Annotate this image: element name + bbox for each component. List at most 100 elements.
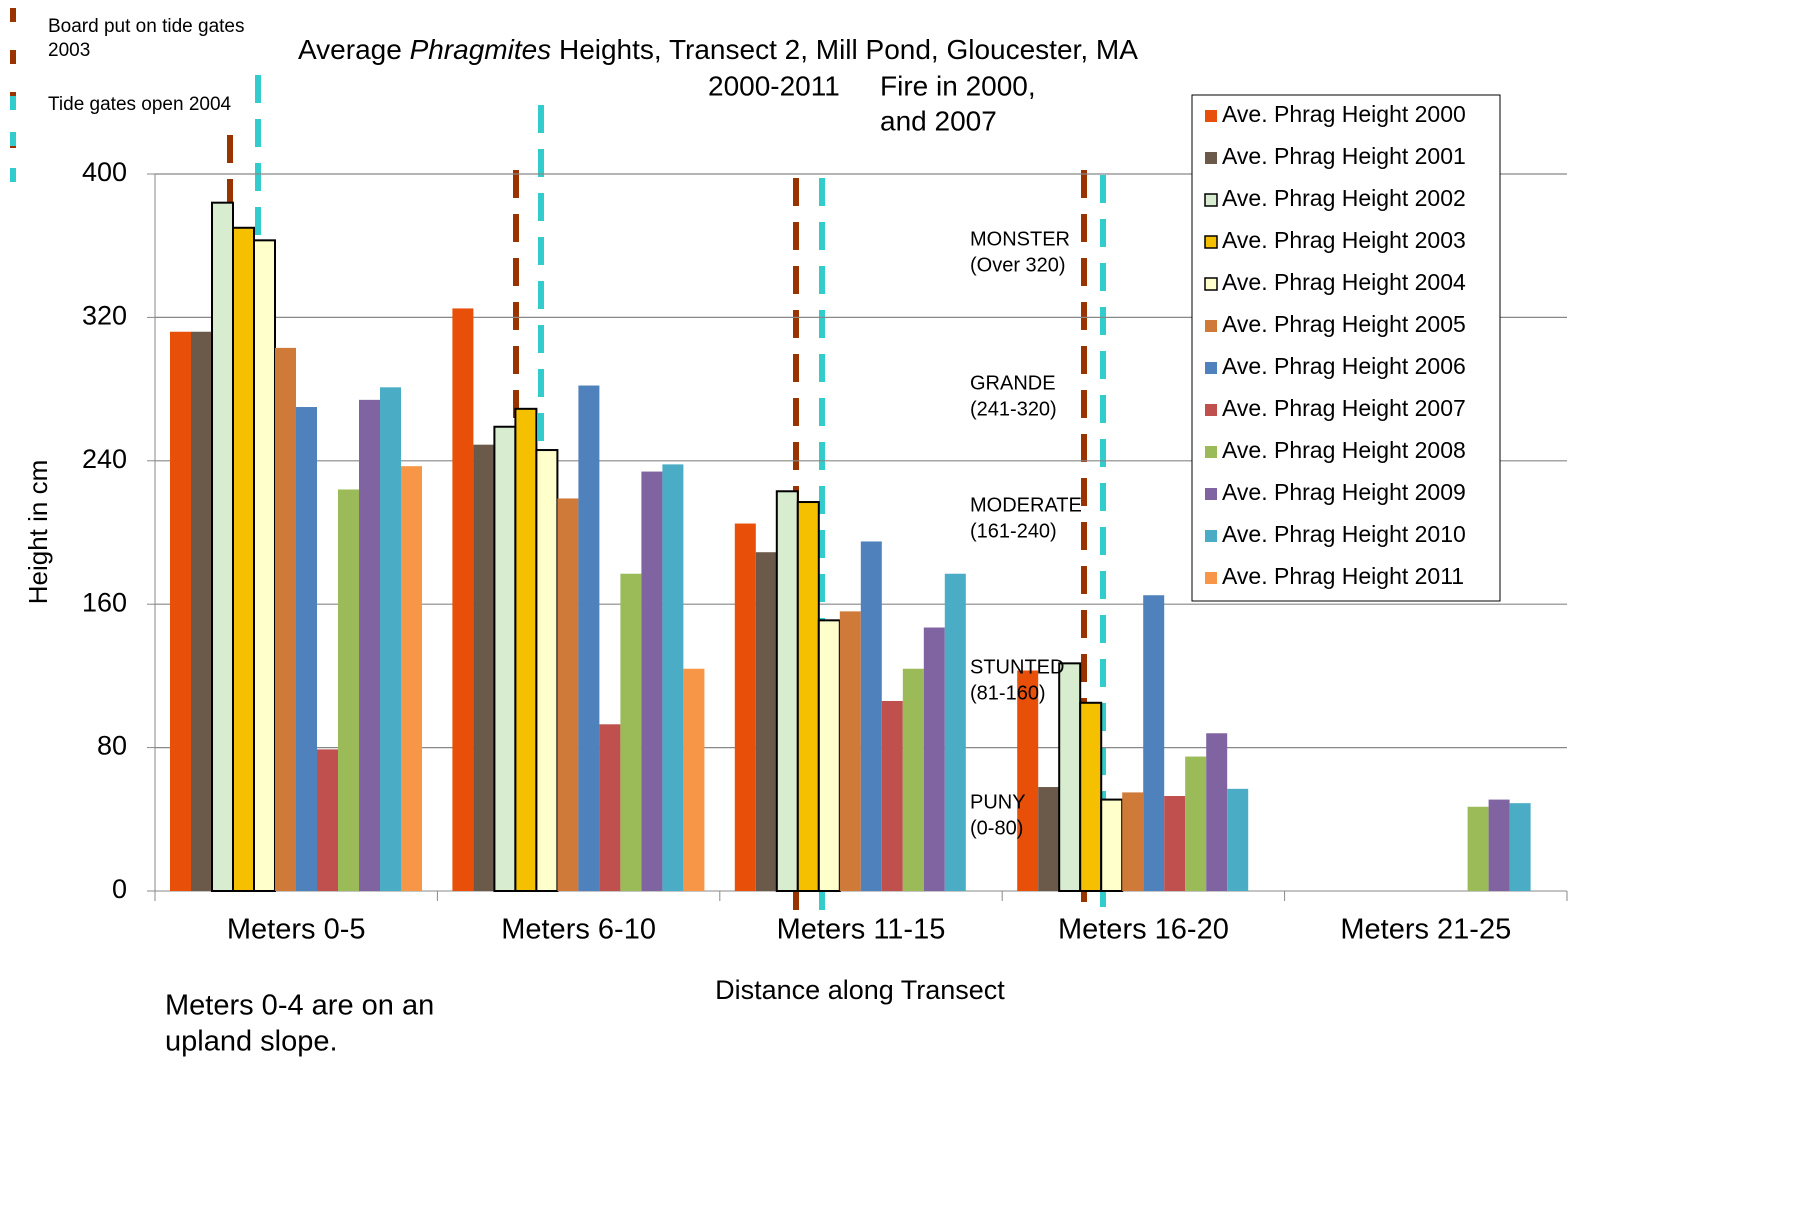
title-part: Heights, Transect 2, Mill Pond, Gloucest… — [551, 34, 1138, 65]
x-tick-label: Meters 21-25 — [1340, 914, 1511, 946]
bar — [1143, 595, 1165, 891]
x-tick-label: Meters 11-15 — [777, 914, 946, 946]
size-class-label: (241-320) — [970, 398, 1057, 420]
bar — [253, 239, 276, 892]
bar — [1100, 798, 1124, 893]
title-part: Phragmites — [410, 34, 552, 65]
size-class-label: MODERATE — [970, 494, 1082, 516]
y-tick-label: 400 — [82, 157, 127, 187]
bar — [599, 724, 621, 891]
legend-label: Ave. Phrag Height 2010 — [1222, 521, 1466, 547]
plot: 0 80 160 240 320 400 Meters 0-5 Meters 6-10 Mete… — [82, 157, 1568, 946]
chart-title: Average Phragmites Heights, Transect 2, … — [298, 34, 1138, 65]
bar — [881, 700, 903, 891]
bar — [1488, 799, 1510, 891]
bar — [839, 611, 861, 891]
bar — [1058, 662, 1082, 892]
bar — [578, 385, 600, 891]
bar — [683, 668, 705, 891]
legend-label: Ave. Phrag Height 2000 — [1222, 101, 1466, 127]
legend-swatch — [1204, 193, 1218, 207]
event-legend-text: Tide gates open 2004 — [48, 94, 232, 115]
legend-label: Ave. Phrag Height 2002 — [1222, 185, 1466, 211]
bar — [1467, 806, 1489, 891]
footnote: upland slope. — [165, 1026, 338, 1058]
size-class-label: (161-240) — [970, 520, 1057, 542]
legend-label: Ave. Phrag Height 2005 — [1222, 311, 1466, 337]
legend-swatch — [1205, 530, 1217, 542]
legend-swatch — [1205, 572, 1217, 584]
size-class-label: STUNTED — [970, 656, 1064, 678]
legend-label: Ave. Phrag Height 2003 — [1222, 227, 1466, 253]
y-axis-label: Height in cm — [23, 460, 53, 605]
x-tick-label: Meters 6-10 — [501, 914, 656, 946]
bar — [860, 541, 882, 891]
legend-swatch — [1205, 488, 1217, 500]
legend-swatch — [1205, 110, 1217, 122]
annotation: and 2007 — [880, 105, 997, 136]
legend-label: Ave. Phrag Height 2004 — [1222, 269, 1466, 295]
bar — [1079, 701, 1103, 892]
bar — [380, 387, 401, 891]
bar — [796, 501, 820, 892]
chart-title-line2: 2000-2011 — [708, 70, 840, 101]
legend-swatch — [1205, 362, 1217, 374]
legend-swatch — [1205, 320, 1217, 332]
bar — [1206, 733, 1228, 891]
legend-swatch — [1205, 152, 1217, 164]
y-tick-label: 0 — [112, 874, 127, 904]
title-part: Average — [298, 34, 410, 65]
bar — [452, 308, 474, 891]
overlay: MONSTER (Over 320) GRANDE (241-320) MODERATE… — [970, 94, 1501, 839]
legend-swatch — [1205, 446, 1217, 458]
bar — [755, 552, 777, 891]
bar — [232, 226, 255, 892]
bar — [1038, 787, 1060, 891]
legend-label: Ave. Phrag Height 2009 — [1222, 479, 1466, 505]
bar — [338, 489, 359, 891]
bar — [662, 464, 684, 891]
bar — [275, 347, 296, 891]
bar — [734, 523, 756, 891]
y-tick-label: 80 — [97, 731, 127, 761]
bar — [514, 407, 538, 892]
annotation: Fire in 2000, — [880, 70, 1036, 101]
bar — [473, 444, 495, 891]
bar — [817, 619, 841, 893]
legend-label: Ave. Phrag Height 2006 — [1222, 353, 1466, 379]
legend-swatch — [1205, 404, 1217, 416]
bar — [1185, 756, 1207, 891]
bar — [1017, 670, 1039, 891]
bar — [535, 449, 559, 892]
size-class-label: PUNY — [970, 791, 1026, 813]
y-tick-label: 320 — [82, 301, 127, 331]
x-tick-label: Meters 0-5 — [227, 914, 366, 946]
event-legend: Board put on tide gates 2003 Tide gates … — [10, 16, 244, 182]
bar — [1509, 803, 1531, 891]
footnote: Meters 0-4 are on an — [165, 990, 434, 1022]
bar — [1164, 795, 1186, 891]
y-tick-label: 160 — [82, 587, 127, 617]
size-class-label: (81-160) — [970, 682, 1046, 704]
bar — [317, 749, 338, 891]
bar — [1227, 788, 1249, 891]
bar — [401, 466, 422, 891]
bar — [641, 471, 663, 891]
event-legend-text: 2003 — [48, 40, 90, 61]
bar — [923, 627, 945, 891]
x-tick-label: Meters 16-20 — [1058, 914, 1229, 946]
bar — [359, 399, 380, 891]
x-axis-label: Distance along Transect — [715, 975, 1005, 1005]
y-tick-label: 240 — [82, 444, 127, 474]
legend-label: Ave. Phrag Height 2008 — [1222, 437, 1466, 463]
bar — [775, 490, 799, 892]
bar — [296, 407, 317, 891]
legend-label: Ave. Phrag Height 2001 — [1222, 143, 1466, 169]
legend-label: Ave. Phrag Height 2007 — [1222, 395, 1466, 421]
size-class-label: GRANDE — [970, 372, 1056, 394]
bar — [902, 668, 924, 891]
bar — [211, 201, 234, 892]
legend-box — [1191, 94, 1501, 602]
bar — [557, 498, 579, 891]
